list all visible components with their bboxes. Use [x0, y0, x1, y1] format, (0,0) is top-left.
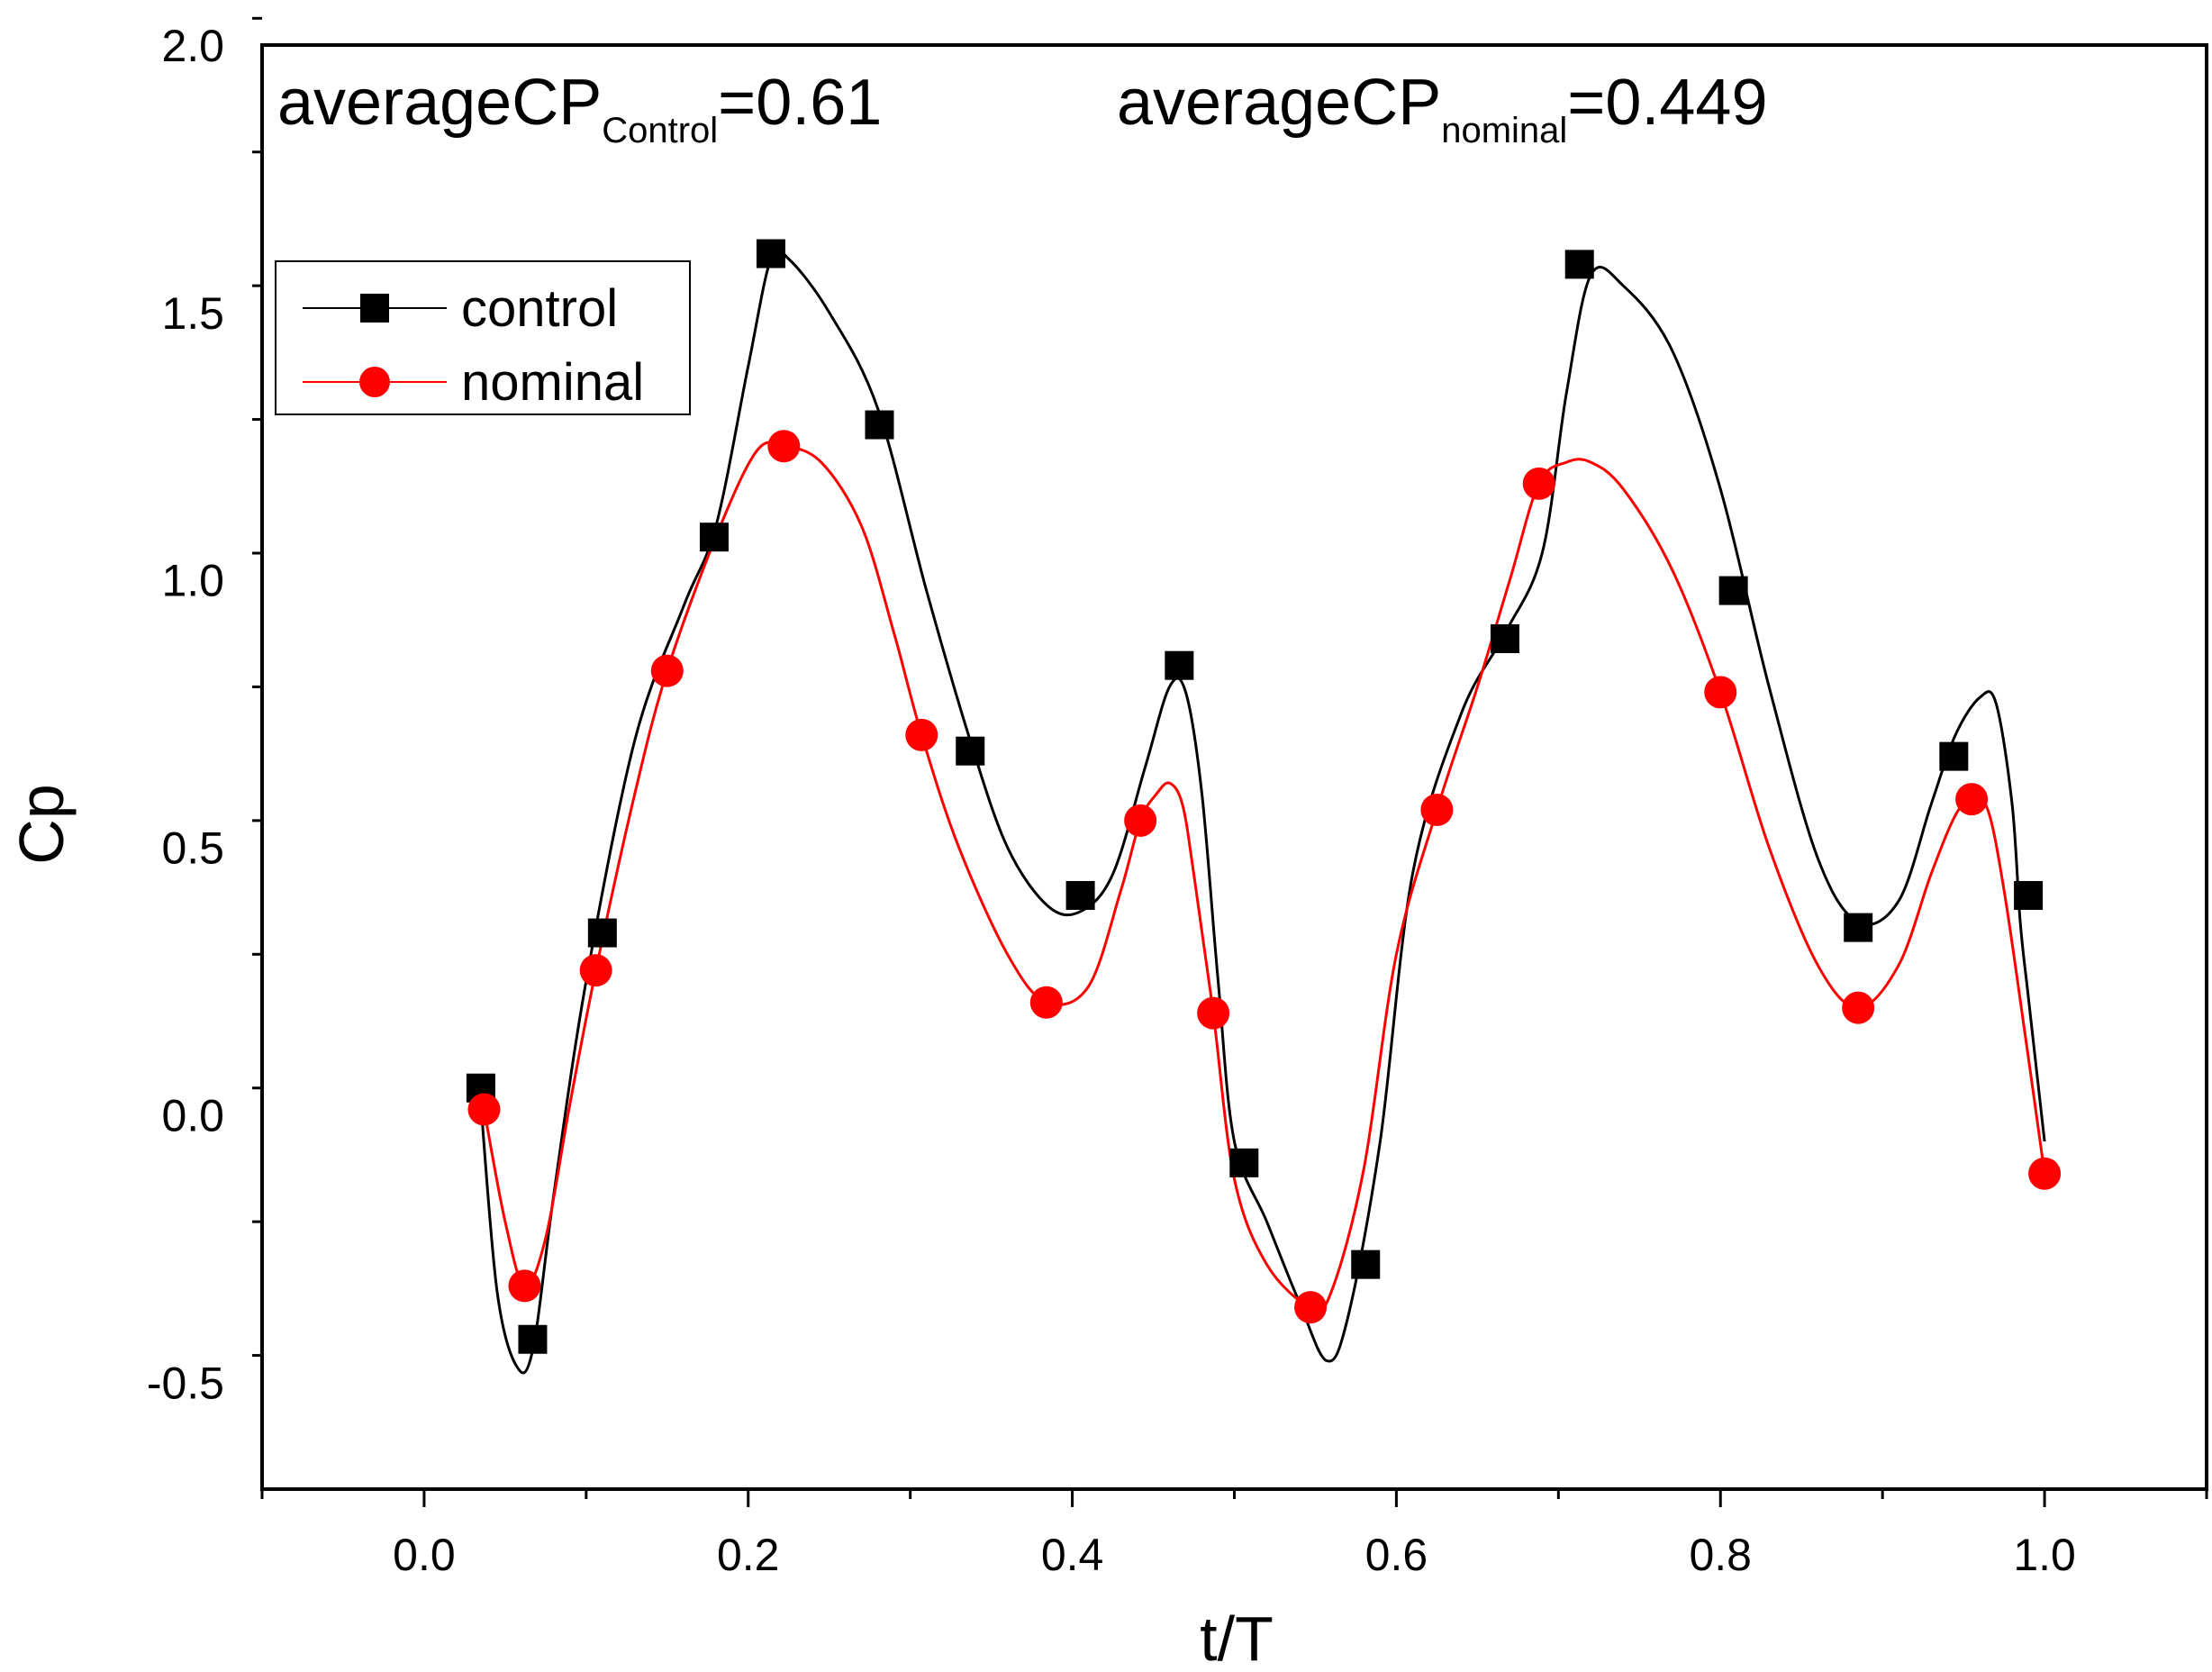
data-point-control: [1065, 880, 1095, 910]
data-point-nominal: [1294, 1291, 1328, 1324]
data-point-nominal: [1420, 793, 1454, 826]
annotation-value-nominal: =0.449: [1567, 67, 1767, 139]
data-point-control: [1165, 650, 1194, 680]
data-point-nominal: [1124, 804, 1157, 837]
data-point-control: [865, 410, 894, 440]
data-point-control: [1844, 913, 1873, 942]
data-point-control: [756, 239, 785, 268]
annotation-average-nominal: averageCPnominal=0.449: [1117, 67, 1768, 150]
legend-label-control: control: [461, 279, 618, 338]
annotation-average-control: averageCPControl=0.61: [277, 67, 882, 150]
x-tick-label: 0.0: [393, 1530, 456, 1580]
x-axis-title: t/T: [1200, 1604, 1274, 1672]
legend: control nominal: [275, 260, 691, 415]
y-tick-label: 0.0: [161, 1090, 224, 1140]
data-point-control: [1490, 624, 1519, 654]
data-point-control: [1564, 250, 1594, 279]
data-point-control: [1939, 741, 1969, 771]
annotation-value-control: =0.61: [718, 67, 882, 139]
annotation-sub-nominal: nominal: [1441, 111, 1567, 150]
data-point-control: [1718, 576, 1748, 605]
data-point-nominal: [1029, 986, 1063, 1019]
data-point-nominal: [1842, 991, 1875, 1024]
axis-ticks: [252, 16, 2208, 1507]
data-point-control: [956, 736, 985, 766]
data-point-nominal: [905, 718, 938, 751]
data-point-control: [2014, 880, 2044, 910]
annotation-base-control: averageCP: [277, 67, 602, 139]
legend-marker-nominal: [359, 367, 390, 397]
data-point-nominal: [1522, 467, 1555, 500]
x-tick-label: 0.4: [1041, 1530, 1104, 1580]
data-point-control: [518, 1324, 548, 1354]
data-point-control: [587, 918, 617, 948]
data-point-nominal: [1704, 676, 1737, 709]
data-point-control: [1229, 1148, 1259, 1177]
data-point-nominal: [767, 430, 801, 463]
data-point-control: [1351, 1249, 1381, 1279]
series-markers: [466, 239, 2062, 1354]
data-point-nominal: [2028, 1157, 2062, 1190]
annotation-base-nominal: averageCP: [1117, 67, 1441, 139]
series-curves: [479, 247, 2046, 1375]
data-point-control: [699, 522, 729, 552]
legend-label-nominal: nominal: [461, 353, 644, 412]
x-tick-label: 0.8: [1689, 1530, 1752, 1580]
data-point-nominal: [1197, 996, 1230, 1030]
series-line-control: [479, 247, 2046, 1375]
x-tick-label: 0.6: [1365, 1530, 1428, 1580]
legend-marker-control: [360, 294, 389, 323]
x-tick-label: 1.0: [2013, 1530, 2076, 1580]
y-tick-label: 0.5: [161, 823, 224, 874]
y-tick-label: 1.0: [161, 556, 224, 606]
data-point-nominal: [467, 1093, 501, 1126]
data-point-nominal: [579, 954, 612, 987]
data-point-nominal: [508, 1269, 541, 1303]
annotation-sub-control: Control: [602, 111, 718, 150]
data-point-nominal: [650, 654, 684, 687]
series-line-nominal: [483, 441, 2046, 1312]
x-tick-label: 0.2: [717, 1530, 780, 1580]
y-tick-label: -0.5: [147, 1358, 224, 1408]
axis-tick-labels: 0.0 0.2 0.4 0.6 0.8 1.0 -0.5 0.0 0.5 1.0 1.5 2.0: [147, 21, 2076, 1580]
y-axis-title: Cp: [6, 784, 77, 864]
data-point-nominal: [1955, 783, 1989, 816]
y-tick-label: 1.5: [161, 288, 224, 339]
legend-box: [275, 260, 691, 415]
y-tick-label: 2.0: [161, 21, 224, 71]
